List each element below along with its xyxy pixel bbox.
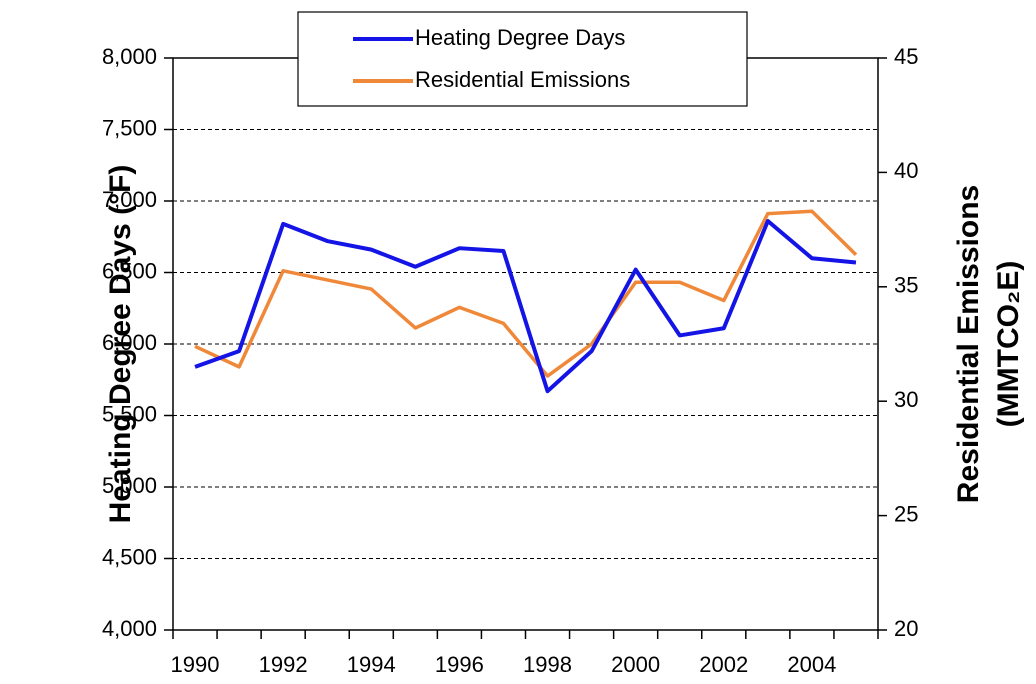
- y2-tick-label: 35: [894, 273, 918, 298]
- legend-label: Heating Degree Days: [415, 25, 625, 50]
- y-tick-label: 4,500: [102, 544, 157, 569]
- x-tick-label: 1992: [259, 652, 308, 677]
- series-line: [194, 219, 857, 394]
- y-axis-title: Heating Degree Days (°F): [104, 165, 137, 524]
- y2-axis-title: Residential Emissions: [952, 185, 985, 503]
- y-tick-label: 7,000: [102, 187, 157, 212]
- x-tick-label: 2004: [787, 652, 836, 677]
- y2-tick-label: 40: [894, 158, 918, 183]
- y2-tick-label: 30: [894, 387, 918, 412]
- x-tick-label: 1998: [523, 652, 572, 677]
- y-tick-label: 5,500: [102, 401, 157, 426]
- x-tick-label: 1990: [171, 652, 220, 677]
- y2-tick-label: 45: [894, 44, 918, 69]
- y-tick-label: 6,500: [102, 258, 157, 283]
- x-tick-label: 2000: [611, 652, 660, 677]
- y2-axis-title: (MMTCO₂E): [992, 261, 1025, 428]
- y-tick-label: 7,500: [102, 115, 157, 140]
- y-tick-label: 8,000: [102, 44, 157, 69]
- y2-tick-label: 25: [894, 501, 918, 526]
- y-tick-label: 6,000: [102, 330, 157, 355]
- x-tick-label: 1996: [435, 652, 484, 677]
- y-tick-label: 5,000: [102, 473, 157, 498]
- legend-box: [297, 11, 748, 107]
- legend-label: Residential Emissions: [415, 67, 630, 92]
- y2-tick-label: 20: [894, 616, 918, 641]
- y-tick-label: 4,000: [102, 616, 157, 641]
- series-line: [194, 209, 858, 378]
- x-tick-label: 1994: [347, 652, 396, 677]
- x-tick-label: 2002: [699, 652, 748, 677]
